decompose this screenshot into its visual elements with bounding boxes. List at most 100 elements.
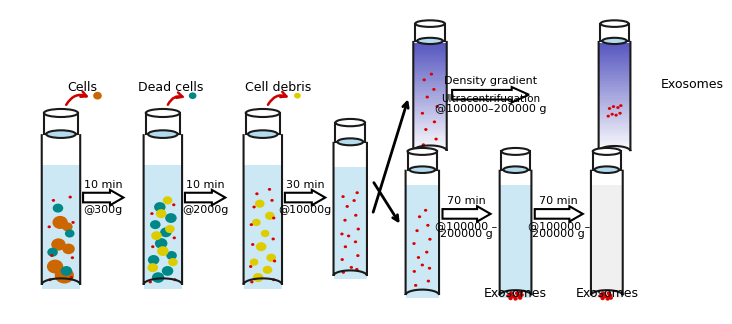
Polygon shape xyxy=(414,67,447,70)
Ellipse shape xyxy=(421,112,424,115)
Ellipse shape xyxy=(152,272,165,283)
Ellipse shape xyxy=(415,20,445,27)
Polygon shape xyxy=(599,105,630,108)
Ellipse shape xyxy=(166,251,177,260)
Text: Density gradient: Density gradient xyxy=(444,76,537,86)
Ellipse shape xyxy=(518,296,523,300)
Ellipse shape xyxy=(603,294,608,298)
Ellipse shape xyxy=(165,213,176,223)
Bar xyxy=(501,151,529,170)
Ellipse shape xyxy=(350,266,353,269)
Polygon shape xyxy=(414,50,447,52)
Polygon shape xyxy=(599,114,630,116)
Ellipse shape xyxy=(340,233,343,236)
Ellipse shape xyxy=(430,73,433,75)
Ellipse shape xyxy=(515,291,519,295)
Ellipse shape xyxy=(414,284,417,287)
Text: Cells: Cells xyxy=(67,81,97,94)
Ellipse shape xyxy=(253,205,255,208)
Text: Cell debris: Cell debris xyxy=(245,81,311,94)
Polygon shape xyxy=(414,112,447,114)
Polygon shape xyxy=(414,92,447,94)
Ellipse shape xyxy=(608,107,611,110)
Polygon shape xyxy=(599,119,630,121)
Ellipse shape xyxy=(270,199,274,202)
Ellipse shape xyxy=(149,281,152,284)
Polygon shape xyxy=(414,52,447,54)
Polygon shape xyxy=(599,108,630,110)
Ellipse shape xyxy=(424,128,427,131)
Polygon shape xyxy=(414,150,447,152)
Polygon shape xyxy=(414,132,447,134)
Polygon shape xyxy=(599,83,630,85)
Polygon shape xyxy=(591,185,623,298)
Bar xyxy=(600,24,629,41)
Ellipse shape xyxy=(342,271,345,274)
Polygon shape xyxy=(599,141,630,143)
Ellipse shape xyxy=(599,294,603,298)
Ellipse shape xyxy=(251,243,255,246)
Polygon shape xyxy=(414,116,447,119)
Polygon shape xyxy=(599,143,630,145)
Ellipse shape xyxy=(52,199,55,202)
Ellipse shape xyxy=(253,273,264,282)
Ellipse shape xyxy=(612,105,615,108)
Ellipse shape xyxy=(255,200,264,208)
Text: Ultracentrifugation: Ultracentrifugation xyxy=(441,94,540,104)
Polygon shape xyxy=(599,47,630,50)
Ellipse shape xyxy=(509,291,513,295)
Polygon shape xyxy=(599,125,630,128)
Ellipse shape xyxy=(594,167,619,173)
Text: Exosomes: Exosomes xyxy=(575,287,638,300)
Polygon shape xyxy=(414,103,447,105)
Ellipse shape xyxy=(356,228,360,230)
Polygon shape xyxy=(414,78,447,81)
Ellipse shape xyxy=(408,148,437,155)
Ellipse shape xyxy=(513,297,518,301)
Ellipse shape xyxy=(294,93,301,98)
Ellipse shape xyxy=(356,191,359,194)
Polygon shape xyxy=(414,139,447,141)
Ellipse shape xyxy=(250,259,258,266)
Ellipse shape xyxy=(413,270,416,273)
Polygon shape xyxy=(535,206,583,222)
Text: 200000 g: 200000 g xyxy=(440,229,493,239)
Polygon shape xyxy=(414,136,447,139)
Text: @100000–200000 g: @100000–200000 g xyxy=(435,104,546,114)
Ellipse shape xyxy=(61,266,72,276)
Ellipse shape xyxy=(71,256,74,259)
Ellipse shape xyxy=(434,138,438,141)
Polygon shape xyxy=(599,74,630,76)
Ellipse shape xyxy=(272,216,275,219)
Polygon shape xyxy=(599,94,630,96)
Ellipse shape xyxy=(246,109,280,117)
Ellipse shape xyxy=(44,109,78,117)
Ellipse shape xyxy=(48,278,52,281)
Ellipse shape xyxy=(263,266,272,274)
Text: 10 min: 10 min xyxy=(186,180,225,190)
Bar xyxy=(246,113,280,134)
Ellipse shape xyxy=(425,251,428,254)
Ellipse shape xyxy=(600,296,605,300)
Ellipse shape xyxy=(436,105,439,108)
Ellipse shape xyxy=(427,280,430,283)
Polygon shape xyxy=(599,132,630,134)
Ellipse shape xyxy=(168,258,178,266)
Ellipse shape xyxy=(55,267,74,284)
Polygon shape xyxy=(185,190,225,205)
Ellipse shape xyxy=(619,112,621,115)
Ellipse shape xyxy=(165,225,175,233)
Polygon shape xyxy=(414,130,447,132)
Ellipse shape xyxy=(272,278,275,281)
Polygon shape xyxy=(599,101,630,103)
Text: Exosomes: Exosomes xyxy=(484,287,547,300)
Ellipse shape xyxy=(607,291,611,295)
Polygon shape xyxy=(599,58,630,61)
Ellipse shape xyxy=(352,199,356,202)
Ellipse shape xyxy=(605,297,610,301)
Polygon shape xyxy=(414,119,447,121)
Polygon shape xyxy=(414,58,447,61)
Ellipse shape xyxy=(93,92,102,99)
Ellipse shape xyxy=(424,209,427,212)
Ellipse shape xyxy=(409,167,436,173)
